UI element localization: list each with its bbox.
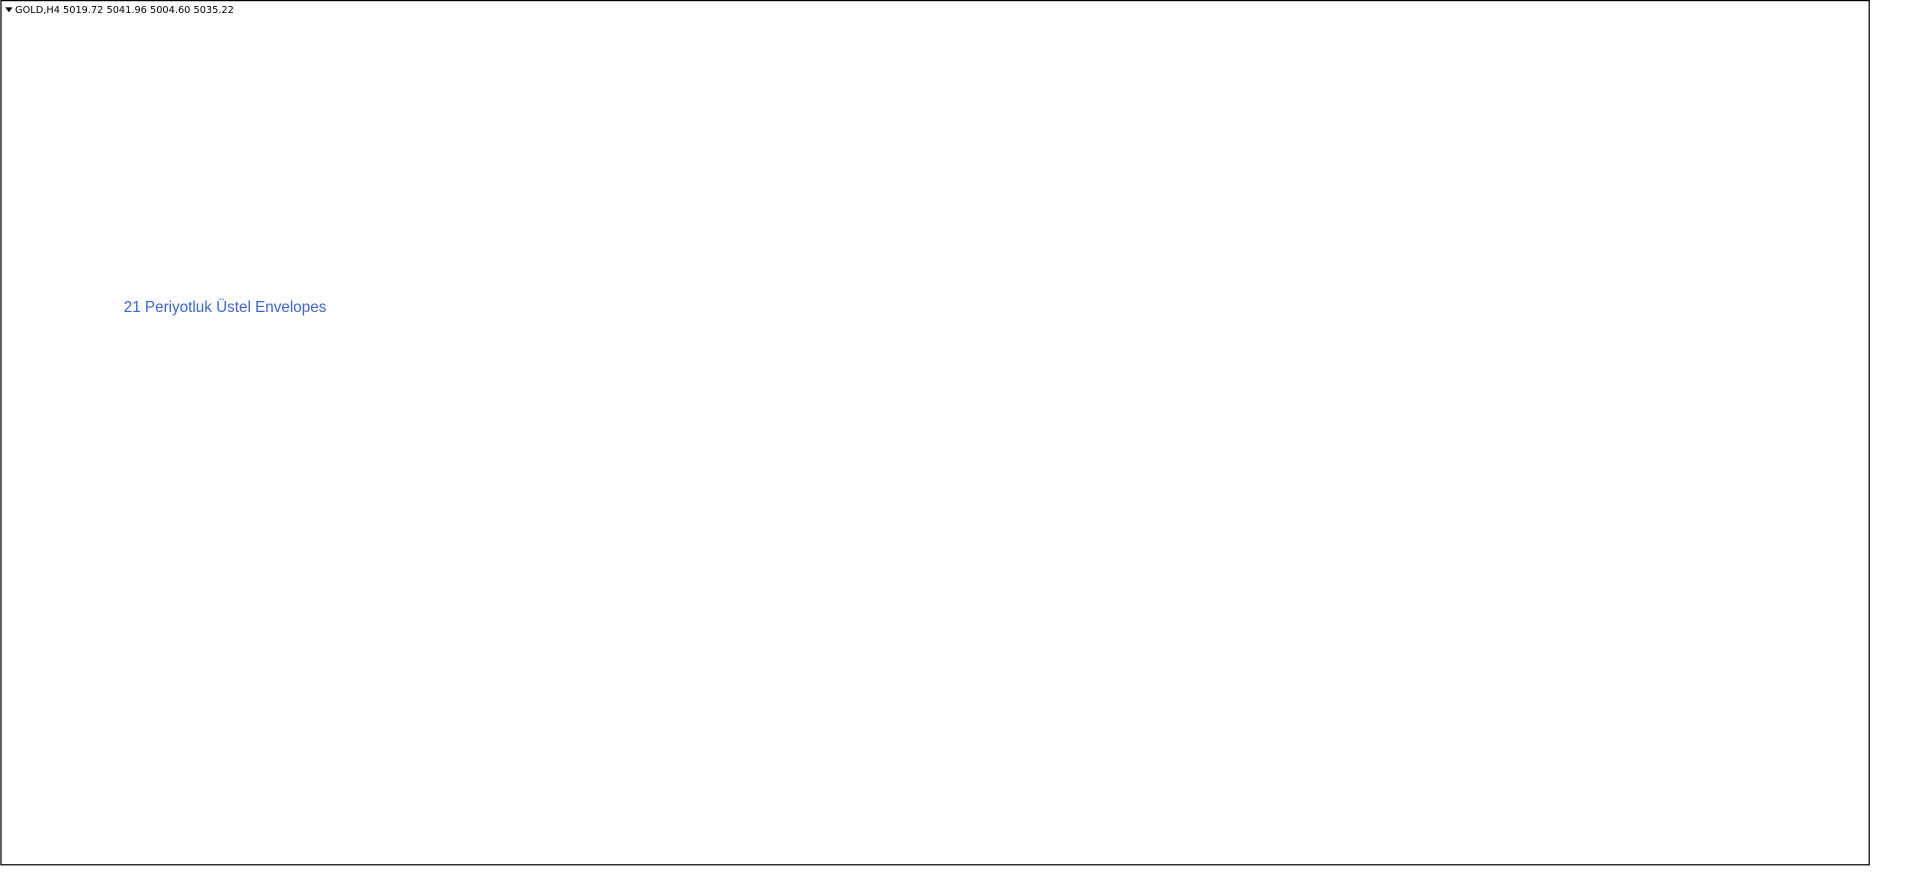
plot-frame: [0, 0, 1870, 866]
chart-title: GOLD,H4 5019.72 5041.96 5004.60 5035.22: [15, 5, 234, 16]
annotation: 21 Periyotluk Üstel Envelopes: [124, 298, 327, 316]
menu-arrow: [5, 7, 13, 13]
